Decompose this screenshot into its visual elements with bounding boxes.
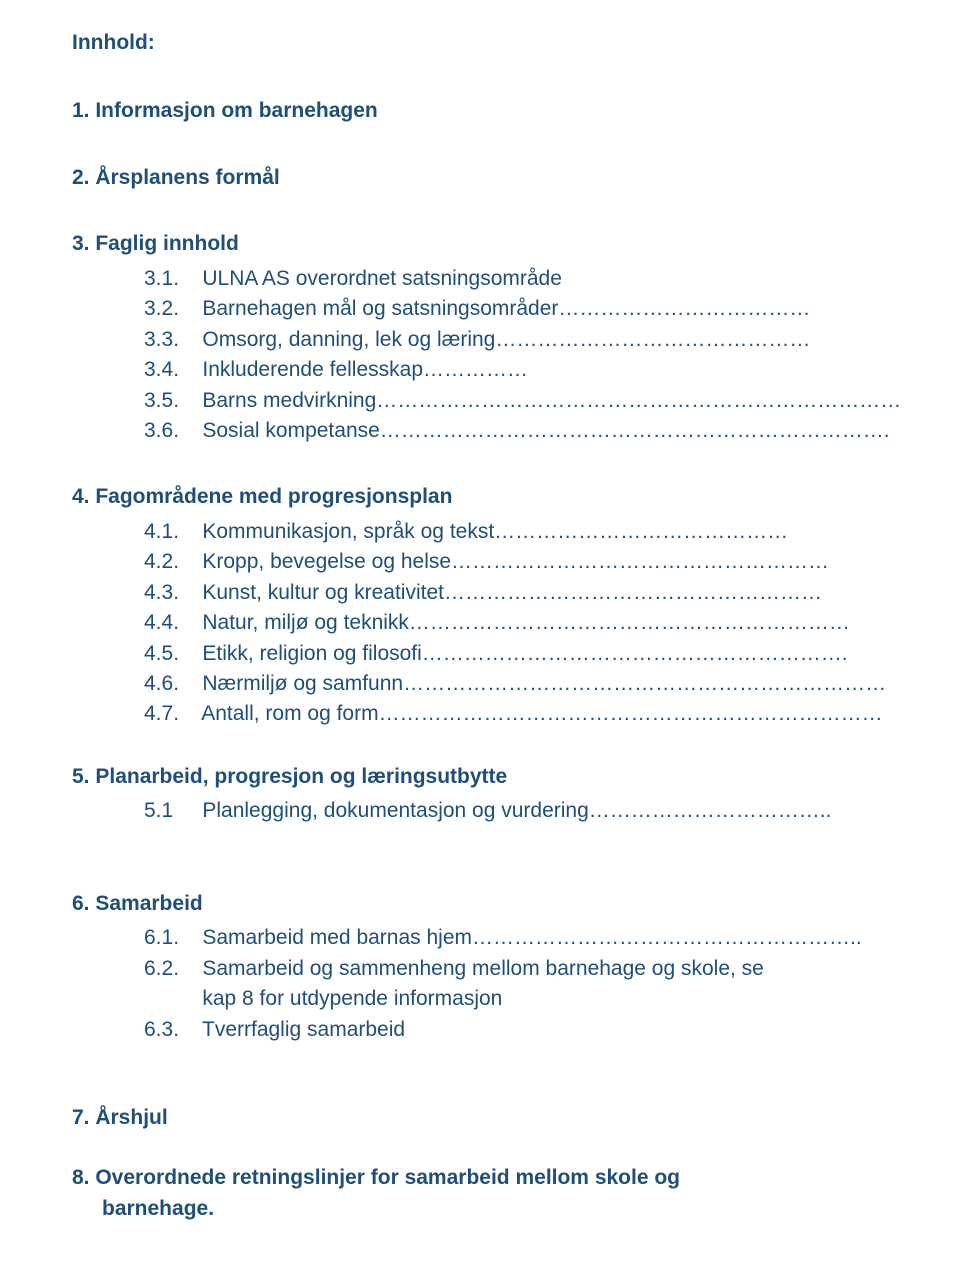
toc-item: 4.5. Etikk, religion og filosofi……………………… (144, 639, 910, 669)
section-3-title: 3. Faglig innhold (72, 229, 910, 259)
section-7-title: 7. Årshjul (72, 1103, 910, 1133)
section-5-block: 5. Planarbeid, progresjon og læringsutby… (72, 762, 910, 827)
section-3-items: 3.1. ULNA AS overordnet satsningsområde … (72, 264, 910, 447)
toc-item: 4.3. Kunst, kultur og kreativitet…………………… (144, 578, 910, 608)
toc-item: 6.1. Samarbeid med barnas hjem…………………………… (144, 923, 910, 953)
section-8-block: 8. Overordnede retningslinjer for samarb… (72, 1163, 910, 1224)
section-5-items: 5.1 Planlegging, dokumentasjon og vurder… (72, 796, 910, 826)
toc-item: 4.4. Natur, miljø og teknikk………………………………… (144, 608, 910, 638)
toc-item: 6.2. Samarbeid og sammenheng mellom barn… (144, 954, 910, 984)
section-8-title-line1: 8. Overordnede retningslinjer for samarb… (72, 1163, 910, 1193)
toc-item: 4.6. Nærmiljø og samfunn…………………………………………… (144, 669, 910, 699)
section-1-title: 1. Informasjon om barnehagen (72, 96, 910, 126)
section-4-items: 4.1. Kommunikasjon, språk og tekst………………… (72, 517, 910, 730)
section-4-block: 4. Fagområdene med progresjonsplan 4.1. … (72, 482, 910, 730)
document-title: Innhold: (72, 28, 910, 58)
toc-item: 3.4. Inkluderende fellesskap…………… (144, 355, 910, 385)
section-7-block: 7. Årshjul (72, 1103, 910, 1133)
toc-item: 3.6. Sosial kompetanse………………………………………………… (144, 416, 910, 446)
toc-item: 4.2. Kropp, bevegelse og helse…………………………… (144, 547, 910, 577)
section-6-block: 6. Samarbeid 6.1. Samarbeid med barnas h… (72, 889, 910, 1045)
toc-item: 4.7. Antall, rom og form…………………………………………… (144, 699, 910, 729)
toc-item: 3.1. ULNA AS overordnet satsningsområde (144, 264, 910, 294)
section-4-title: 4. Fagområdene med progresjonsplan (72, 482, 910, 512)
toc-item: 4.1. Kommunikasjon, språk og tekst………………… (144, 517, 910, 547)
toc-item: 5.1 Planlegging, dokumentasjon og vurder… (144, 796, 910, 826)
section-6-items: 6.1. Samarbeid med barnas hjem…………………………… (72, 923, 910, 1045)
toc-item: 6.3. Tverrfaglig samarbeid (144, 1015, 910, 1045)
toc-item: 3.2. Barnehagen mål og satsningsområder…… (144, 294, 910, 324)
section-2-title: 2. Årsplanens formål (72, 163, 910, 193)
section-5-title: 5. Planarbeid, progresjon og læringsutby… (72, 762, 910, 792)
document-page: Innhold: 1. Informasjon om barnehagen 2.… (0, 0, 960, 1268)
section-8-title-line2: barnehage. (72, 1194, 910, 1224)
section-6-title: 6. Samarbeid (72, 889, 910, 919)
toc-item-continuation: kap 8 for utdypende informasjon (144, 984, 910, 1014)
toc-item: 3.3. Omsorg, danning, lek og læring……………… (144, 325, 910, 355)
toc-item: 3.5. Barns medvirkning………………………………………………… (144, 386, 910, 416)
